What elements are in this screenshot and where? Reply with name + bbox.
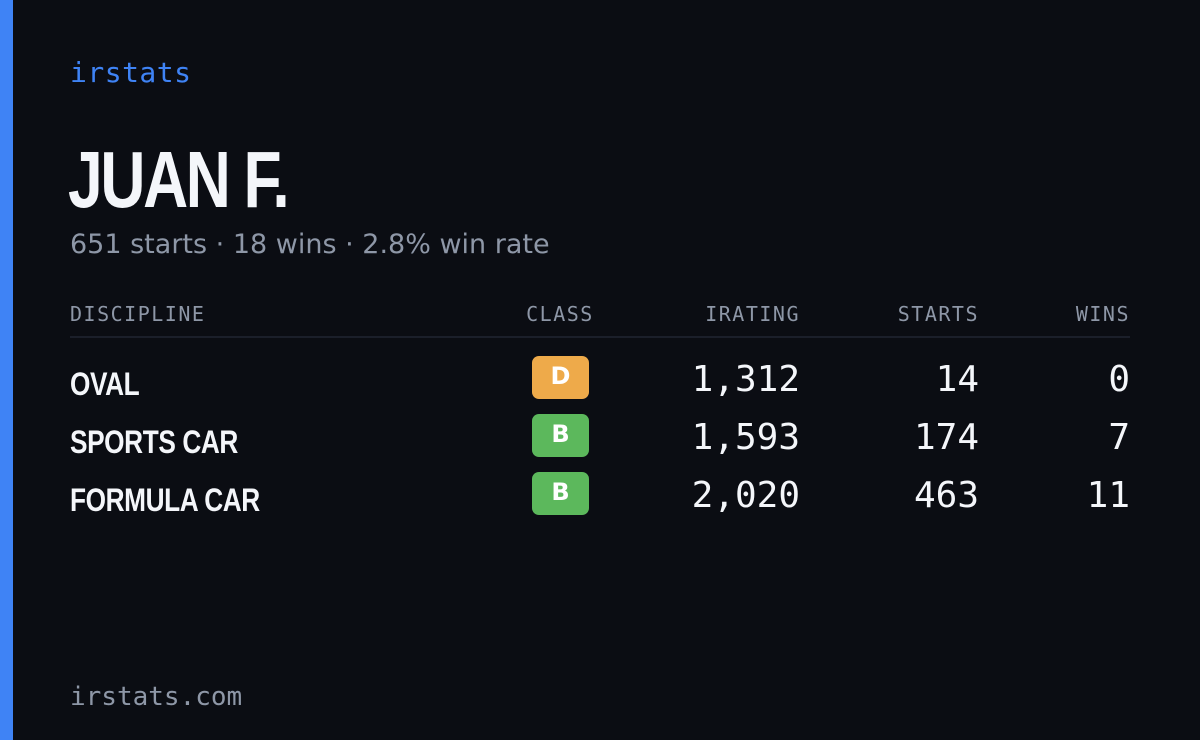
header-starts: STARTS	[897, 302, 979, 326]
irating-value: 1,593	[691, 417, 800, 458]
table-body: OVAL D 1,312 14 0 SPORTS CAR B 1,593 174…	[70, 338, 1130, 527]
table-row: FORMULA CAR B 2,020 463 11	[70, 469, 1130, 527]
header-irating: IRATING	[705, 302, 800, 326]
wins-value: 7	[1108, 417, 1130, 458]
player-summary: 651 starts · 18 wins · 2.8% win rate	[70, 229, 550, 260]
player-name: JUAN F.	[68, 135, 290, 224]
header-wins: WINS	[1075, 302, 1130, 326]
starts-value: 14	[935, 359, 979, 400]
accent-bar	[0, 0, 13, 740]
table-header: DISCIPLINE CLASS IRATING STARTS WINS	[70, 296, 1130, 338]
wins-value: 0	[1108, 359, 1130, 400]
table-row: SPORTS CAR B 1,593 174 7	[70, 411, 1130, 469]
table-row: OVAL D 1,312 14 0	[70, 353, 1130, 411]
discipline-name: OVAL	[70, 366, 140, 402]
starts-value: 174	[913, 417, 979, 458]
footer-url: irstats.com	[70, 682, 243, 712]
class-badge: B	[532, 472, 589, 515]
wins-value: 11	[1086, 475, 1130, 516]
brand-logo: irstats	[70, 56, 192, 89]
header-class: CLASS	[526, 302, 594, 326]
class-badge: B	[532, 414, 589, 457]
irating-value: 1,312	[691, 359, 800, 400]
discipline-name: SPORTS CAR	[70, 424, 238, 460]
discipline-name: FORMULA CAR	[70, 482, 260, 518]
class-badge: D	[532, 356, 589, 399]
discipline-table: DISCIPLINE CLASS IRATING STARTS WINS OVA…	[70, 296, 1130, 527]
header-discipline: DISCIPLINE	[70, 302, 206, 326]
irating-value: 2,020	[691, 475, 800, 516]
starts-value: 463	[913, 475, 979, 516]
